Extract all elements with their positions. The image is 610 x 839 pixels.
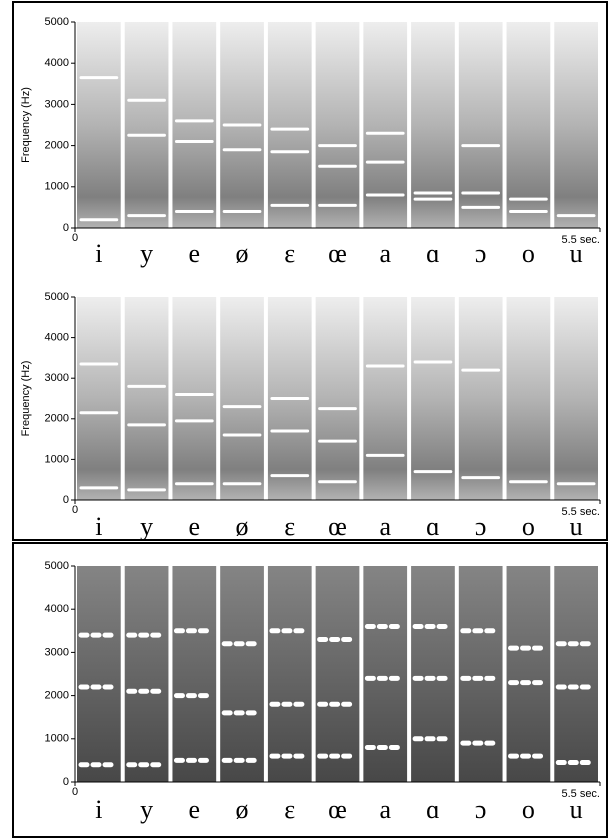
spectrogram-segment — [77, 22, 121, 228]
vowel-label: e — [189, 512, 201, 541]
vowel-label: o — [522, 512, 535, 541]
spectrogram-segment — [172, 22, 216, 228]
vowel-label: ɑ — [426, 512, 440, 541]
y-tick-label: 0 — [63, 494, 69, 506]
vowel-label: y — [140, 512, 153, 541]
y-tick-label: 1000 — [45, 453, 69, 465]
vowel-label: ɔ — [475, 512, 487, 541]
x-tick-label: 5.5 sec. — [561, 506, 600, 518]
spectrogram-segment — [411, 297, 455, 500]
y-tick-label: 2000 — [45, 140, 69, 152]
y-tick-label: 2000 — [45, 690, 69, 702]
spectrogram-segment — [77, 566, 121, 782]
spectrogram-segment — [411, 22, 455, 228]
y-tick-label: 4000 — [45, 57, 69, 69]
vowel-label: a — [379, 795, 391, 824]
spectrogram-segment — [316, 22, 360, 228]
y-tick-label: 2000 — [45, 413, 69, 425]
y-tick-label: 4000 — [45, 603, 69, 615]
y-tick-label: 5000 — [45, 560, 69, 572]
spectrogram-segment — [268, 22, 312, 228]
y-tick-label: 5000 — [45, 291, 69, 303]
spectrogram-segment — [363, 297, 407, 500]
y-tick-label: 3000 — [45, 646, 69, 658]
vowel-label: i — [95, 239, 102, 268]
vowel-label: ε — [284, 795, 295, 824]
vowel-label: ɑ — [426, 795, 440, 824]
vowel-label: ø — [236, 512, 249, 541]
y-tick-label: 0 — [63, 222, 69, 234]
vowel-label: œ — [328, 795, 347, 824]
x-tick-label: 0 — [72, 786, 78, 798]
spectrogram-segment — [125, 566, 169, 782]
spectrogram-segment — [363, 22, 407, 228]
x-tick-label: 0 — [72, 232, 78, 244]
vowel-label: a — [379, 512, 391, 541]
spectrogram-segment — [459, 22, 503, 228]
vowel-label: a — [379, 239, 391, 268]
vowel-label: e — [189, 795, 201, 824]
x-tick-label: 5.5 sec. — [561, 234, 600, 246]
vowel-label: ε — [284, 512, 295, 541]
spectrogram-segment — [554, 22, 598, 228]
figure: iyeøεœaɑɔou01000200030004000500005.5 sec… — [0, 0, 610, 839]
spectrogram-segment — [172, 566, 216, 782]
spectrogram-segment — [172, 297, 216, 500]
vowel-label: e — [189, 239, 201, 268]
spectrogram-segment — [220, 566, 264, 782]
spectrogram-segment — [316, 566, 360, 782]
y-tick-label: 1000 — [45, 733, 69, 745]
spectrogram-segment — [411, 566, 455, 782]
spectrogram-segment — [316, 297, 360, 500]
spectrogram-segment — [507, 22, 551, 228]
spectrogram-segment — [220, 297, 264, 500]
vowel-label: ε — [284, 239, 295, 268]
vowel-label: ø — [236, 795, 249, 824]
spectrogram-segment — [125, 297, 169, 500]
vowel-label: œ — [328, 239, 347, 268]
vowel-label: ø — [236, 239, 249, 268]
y-tick-label: 3000 — [45, 372, 69, 384]
spectrogram-segment — [459, 297, 503, 500]
vowel-label: y — [140, 795, 153, 824]
vowel-label: ɔ — [475, 239, 487, 268]
x-tick-label: 5.5 sec. — [561, 788, 600, 800]
spectrogram-segment — [125, 22, 169, 228]
vowel-label: o — [522, 795, 535, 824]
vowel-label: i — [95, 795, 102, 824]
spectrogram-segment — [507, 566, 551, 782]
spectrogram-segment — [554, 566, 598, 782]
vowel-label: œ — [328, 512, 347, 541]
y-axis-label: Frequency (Hz) — [20, 87, 32, 163]
y-tick-label: 0 — [63, 776, 69, 788]
spectrogram-segment — [507, 297, 551, 500]
y-tick-label: 4000 — [45, 332, 69, 344]
spectrogram-segment — [459, 566, 503, 782]
spectrogram-segment — [554, 297, 598, 500]
y-tick-label: 3000 — [45, 98, 69, 110]
spectrogram-segment — [268, 566, 312, 782]
vowel-label: ɔ — [475, 795, 487, 824]
vowel-label: y — [140, 239, 153, 268]
vowel-label: i — [95, 512, 102, 541]
vowel-label: o — [522, 239, 535, 268]
y-tick-label: 5000 — [45, 16, 69, 28]
vowel-label: ɑ — [426, 239, 440, 268]
y-axis-label: Frequency (Hz) — [20, 361, 32, 437]
y-tick-label: 1000 — [45, 181, 69, 193]
spectrogram-segment — [77, 297, 121, 500]
x-tick-label: 0 — [72, 504, 78, 516]
